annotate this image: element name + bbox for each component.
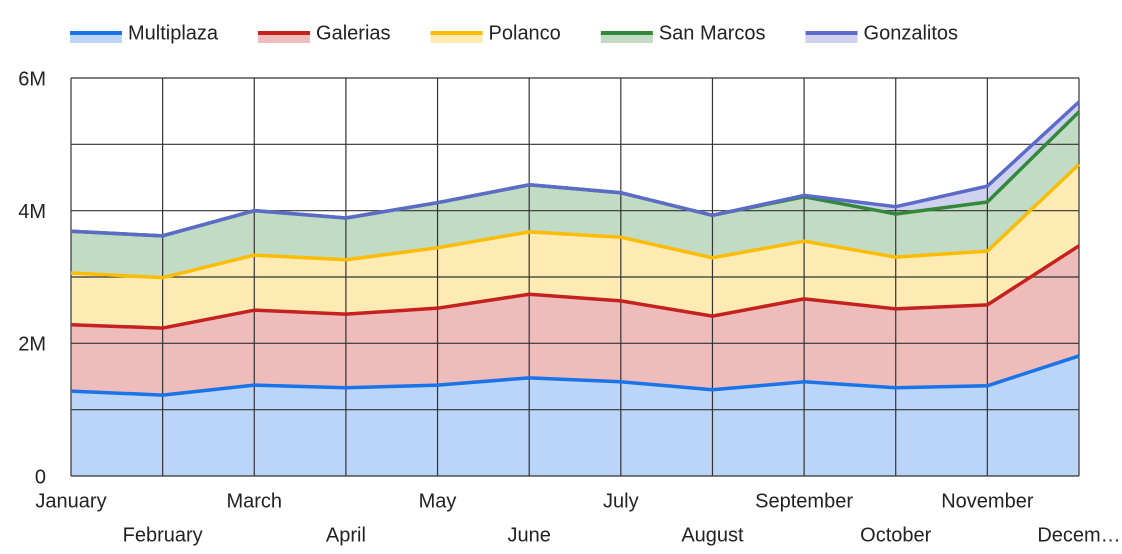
x-tick-label: May	[419, 490, 457, 512]
legend-swatch-fill	[430, 33, 483, 43]
legend-label: Multiplaza	[128, 22, 219, 44]
legend-swatch-fill	[70, 33, 122, 43]
area	[71, 164, 1079, 329]
legend-swatch-fill	[805, 33, 858, 43]
x-tick-label: February	[123, 524, 203, 546]
x-tick-label: Decem…	[1037, 524, 1120, 546]
area	[71, 111, 1079, 278]
legend-label: San Marcos	[659, 22, 766, 44]
area	[71, 245, 1079, 396]
x-tick-label: March	[226, 490, 282, 512]
x-tick-label: April	[326, 524, 366, 546]
legend-swatch-fill	[600, 33, 653, 43]
y-tick-label: 4M	[18, 201, 46, 223]
x-tick-label: September	[755, 490, 853, 512]
x-tick-label: November	[941, 490, 1034, 512]
x-tick-label: January	[35, 490, 106, 512]
series-line	[70, 354, 1080, 397]
legend-swatch	[70, 31, 122, 35]
legend-label: Gonzalitos	[864, 22, 959, 44]
series-line	[70, 162, 1081, 280]
area	[71, 355, 1079, 476]
legend-label: Polanco	[489, 22, 561, 44]
y-tick-label: 2M	[18, 334, 46, 356]
legend-swatch	[258, 31, 311, 35]
legend-swatch	[600, 31, 653, 35]
legend-label: Galerias	[316, 22, 390, 44]
legend-swatch-fill	[258, 33, 311, 43]
series-line	[70, 100, 1081, 238]
x-tick-label: June	[507, 524, 550, 546]
y-tick-label: 6M	[18, 68, 46, 90]
x-tick-label: July	[603, 490, 639, 512]
x-tick-label: October	[860, 524, 931, 546]
legend-swatch	[805, 31, 858, 35]
legend-swatch	[430, 31, 483, 35]
x-tick-label: August	[681, 524, 744, 546]
series-line	[70, 244, 1080, 330]
y-tick-label: 0	[35, 466, 46, 488]
